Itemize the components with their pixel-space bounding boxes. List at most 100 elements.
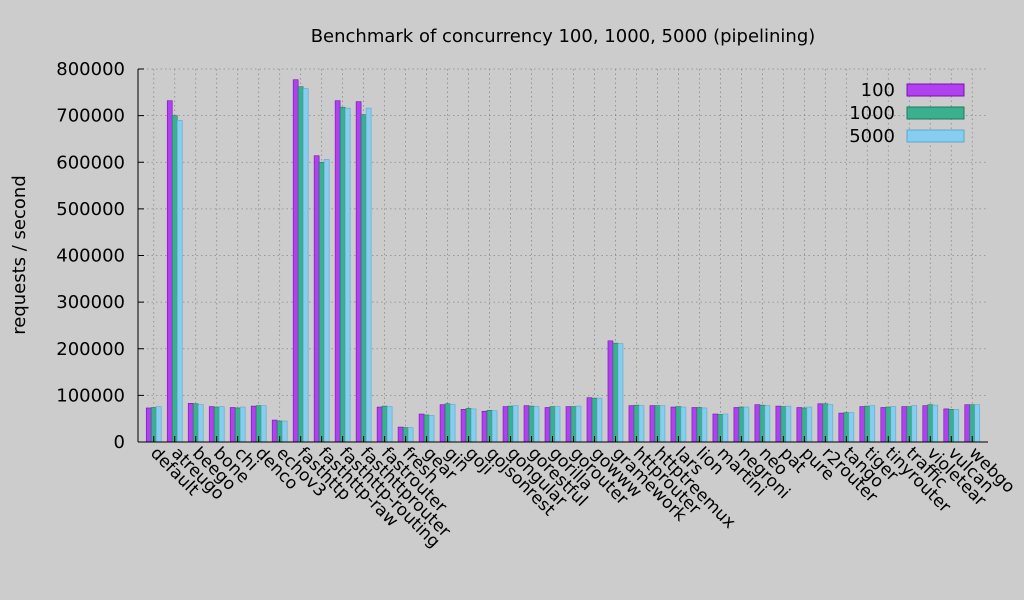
legend-swatch-5000: [906, 129, 965, 143]
bar-100-beego: [187, 403, 194, 443]
bar-100-bone: [208, 406, 215, 443]
bar-1000-atreugo: [171, 115, 178, 443]
y-tick-label: 300000: [56, 292, 125, 313]
bar-100-gojsonrest: [481, 410, 488, 443]
bar-5000-gramework: [617, 343, 624, 443]
bar-5000-chi: [239, 406, 246, 443]
bar-5000-denco: [260, 405, 267, 443]
y-tick-label: 600000: [56, 152, 125, 173]
chart-title: Benchmark of concurrency 100, 1000, 5000…: [311, 26, 816, 47]
bar-100-echov3: [271, 419, 278, 443]
bar-5000-gorestful: [533, 406, 540, 443]
bar-5000-r2router: [827, 404, 834, 443]
bar-1000-fasthttprouter: [360, 114, 367, 443]
bar-100-negroni: [733, 407, 740, 443]
bar-100-traffic: [901, 406, 908, 443]
bar-100-default: [145, 407, 152, 443]
bar-100-gongular: [502, 406, 509, 443]
bar-5000-gowww: [596, 397, 603, 443]
bar-1000-fasthttp: [297, 86, 304, 443]
bar-100-violetear: [922, 405, 929, 443]
bar-5000-neo: [764, 405, 771, 443]
bar-5000-fasthttprouter: [365, 107, 372, 443]
bar-1000-gramework: [612, 342, 619, 443]
bar-100-chi: [229, 407, 236, 443]
bar-100-martini: [712, 413, 719, 443]
bar-5000-pat: [785, 405, 792, 443]
bar-100-tinyrouter: [880, 407, 887, 443]
bar-5000-tiger: [869, 405, 876, 443]
bar-100-gear: [418, 413, 425, 443]
y-tick-label: 100000: [56, 385, 125, 406]
bar-5000-fasthttp-raw: [323, 159, 330, 443]
bar-100-lars: [670, 406, 677, 443]
bar-100-denco: [250, 405, 257, 443]
bar-5000-lars: [680, 406, 687, 443]
bar-5000-negroni: [743, 406, 750, 443]
bar-1000-fasthttp-routing: [339, 106, 346, 443]
bars: [145, 79, 981, 443]
bar-100-pat: [775, 405, 782, 443]
bar-100-pure: [796, 407, 803, 443]
bar-1000-gowww: [591, 397, 598, 443]
y-tick-label: 400000: [56, 246, 125, 267]
y-tick-label: 700000: [56, 106, 125, 127]
y-tick-label: 0: [114, 432, 125, 453]
bar-5000-goji: [470, 408, 477, 443]
legend-label-100: 100: [861, 80, 895, 101]
axes: [137, 68, 988, 443]
y-tick-labels: 0 100000 200000 300000 400000 500000 600000 700…: [56, 59, 125, 453]
bar-5000-tango: [848, 412, 855, 443]
bar-5000-webgo: [974, 404, 981, 443]
bar-5000-fasthttp: [302, 88, 309, 443]
legend-label-5000: 5000: [849, 126, 895, 147]
bar-100-fasthttp-raw: [313, 155, 320, 443]
bar-5000-gorouter: [575, 405, 582, 443]
y-tick-label: 500000: [56, 199, 125, 220]
bar-5000-gojsonrest: [491, 410, 498, 443]
legend-swatch-100: [906, 83, 965, 97]
bar-5000-bone: [218, 406, 225, 443]
bar-5000-fastrouter: [386, 406, 393, 443]
bar-5000-httptreemux: [659, 405, 666, 443]
bar-100-fasthttp-routing: [334, 100, 341, 443]
bar-100-gorestful: [523, 405, 530, 443]
bar-5000-atreugo: [176, 119, 183, 443]
bar-5000-tinyrouter: [890, 406, 897, 443]
grid-lines: [138, 68, 988, 442]
bar-5000-traffic: [911, 405, 918, 443]
legend-swatch-1000: [906, 106, 965, 120]
bar-100-gorouter: [565, 406, 572, 443]
bar-5000-httprouter: [638, 405, 645, 443]
bar-5000-gear: [428, 415, 435, 443]
bar-5000-echov3: [281, 420, 288, 443]
bar-5000-default: [155, 406, 162, 443]
bar-5000-gongular: [512, 405, 519, 443]
bar-100-gramework: [607, 340, 614, 443]
bar-5000-fresh: [407, 427, 414, 443]
y-axis-label: requests / second: [9, 175, 30, 335]
y-tick-label: 200000: [56, 339, 125, 360]
bar-1000-fasthttp-raw: [318, 161, 325, 443]
bar-5000-vulcan: [953, 409, 960, 443]
bar-5000-gin: [449, 403, 456, 443]
bar-100-httptreemux: [649, 405, 656, 443]
legend-label-1000: 1000: [849, 103, 895, 124]
bar-5000-martini: [722, 413, 729, 443]
bar-100-fastrouter: [376, 406, 383, 443]
bar-100-gin: [439, 404, 446, 443]
bar-100-lion: [691, 407, 698, 443]
bar-5000-fasthttp-routing: [344, 107, 351, 443]
bar-5000-beego: [197, 404, 204, 443]
bar-100-gorilla: [544, 407, 551, 443]
bar-5000-lion: [701, 407, 708, 443]
bar-100-neo: [754, 404, 761, 443]
bar-5000-gorilla: [554, 406, 561, 443]
bar-5000-pure: [806, 406, 813, 443]
bar-100-r2router: [817, 403, 824, 443]
y-tick-label: 800000: [56, 59, 125, 80]
bar-100-tiger: [859, 406, 866, 443]
bar-100-goji: [460, 409, 467, 443]
bar-5000-violetear: [932, 404, 939, 443]
